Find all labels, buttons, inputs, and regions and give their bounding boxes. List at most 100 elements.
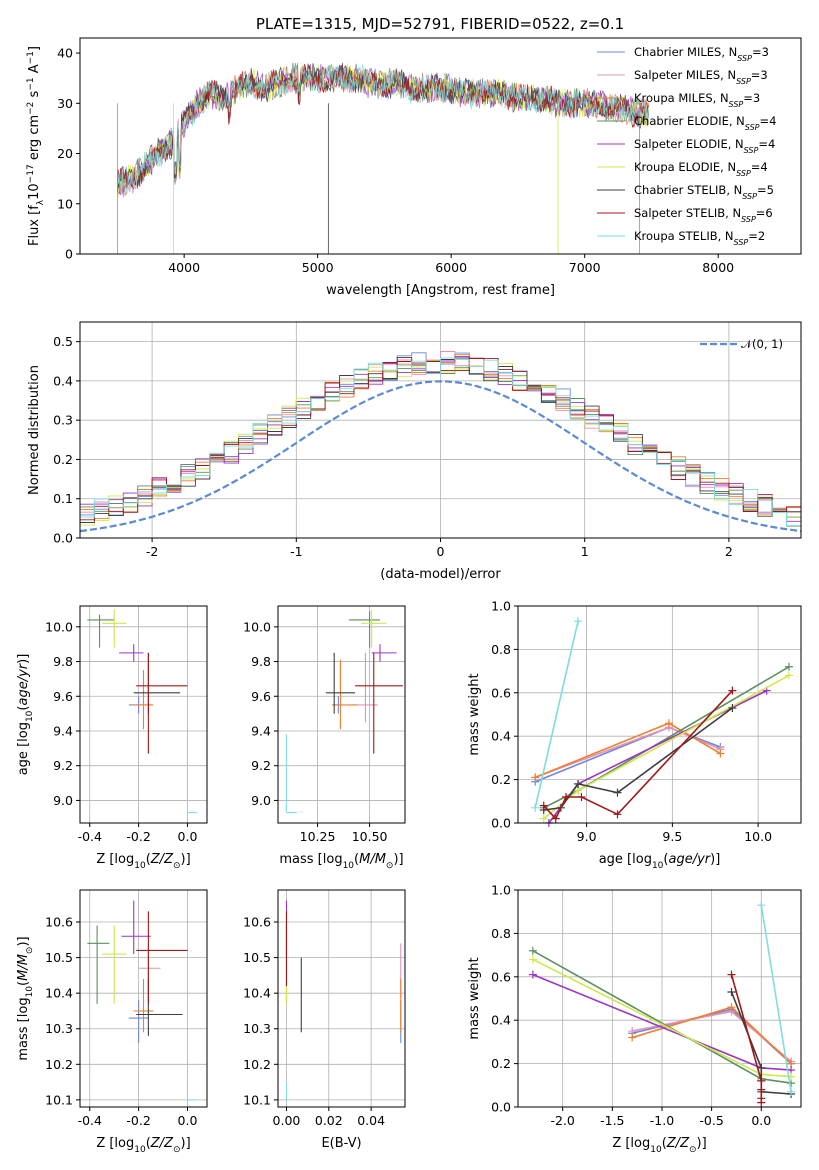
series-line xyxy=(543,690,733,821)
x-tick-label: 10.50 xyxy=(352,829,388,844)
y-tick-label: 9.2 xyxy=(251,758,271,773)
x-tick-label: 10.25 xyxy=(300,829,336,844)
label-part: )] xyxy=(181,1136,191,1151)
y-tick-label: 9.6 xyxy=(251,689,271,704)
y-tick-label: 10.3 xyxy=(45,1021,73,1036)
x-tick-label: -2 xyxy=(146,544,158,559)
series-marker xyxy=(562,792,571,801)
series-marker xyxy=(539,801,548,810)
y-tick-label: 10.5 xyxy=(243,950,271,965)
series-marker xyxy=(757,1063,766,1072)
legend-label: Kroupa MILES, NSSP=3 xyxy=(634,91,760,109)
legend-sub: SSP xyxy=(737,54,752,63)
series-marker xyxy=(613,788,622,797)
point-kroupa-miles xyxy=(332,659,358,730)
label-part: age [log xyxy=(599,852,652,867)
series-line xyxy=(730,974,763,1103)
series-marker xyxy=(727,987,736,996)
label-part: 10 xyxy=(27,183,42,200)
label-part: s xyxy=(27,90,42,101)
label-part: ( xyxy=(662,1136,667,1151)
x-tick-label: -0.5 xyxy=(699,1113,723,1128)
series-marker xyxy=(716,749,725,758)
legend-label: Salpeter ELODIE, NSSP=4 xyxy=(634,137,775,155)
y-tick-label: 0.8 xyxy=(491,642,511,657)
y-tick-label: 0.6 xyxy=(491,969,511,984)
x-tick-label: 4000 xyxy=(168,260,200,275)
legend-label: Kroupa ELODIE, NSSP=4 xyxy=(634,160,768,178)
series-marker xyxy=(757,901,766,910)
label-part: age/yr xyxy=(668,852,711,867)
x-tick-label: 8000 xyxy=(702,260,734,275)
y-tick-label: 0.6 xyxy=(491,685,511,700)
point-chabrier-elodie xyxy=(87,925,110,1004)
label-part: −2 xyxy=(26,102,36,115)
series-marker xyxy=(757,1076,766,1085)
series-marker xyxy=(787,1087,796,1096)
legend-name: Kroupa ELODIE, N xyxy=(634,160,736,174)
label-part: ( xyxy=(146,852,151,867)
legend-name: Salpeter STELIB, N xyxy=(634,206,741,220)
point-chabrier-elodie xyxy=(348,611,381,648)
histogram-salpeter-stelib xyxy=(80,358,801,521)
legend-label: 𝒩(0, 1) xyxy=(741,337,783,351)
point-salpeter-elodie xyxy=(371,644,397,662)
x-tick-label: 6000 xyxy=(435,260,467,275)
series-salpeter-elodie xyxy=(544,686,771,827)
y-tick-label: 0.0 xyxy=(53,531,73,546)
x-tick-label: 0.04 xyxy=(357,1113,385,1128)
subplot-panels: 4000 5000 6000 7000 8000010203040wavelength … xyxy=(16,37,802,1155)
legend-name: Salpeter MILES, N xyxy=(634,68,736,82)
y-tick-label: 0.0 xyxy=(491,1100,511,1115)
x-axis-label: E(B-V) xyxy=(321,1136,361,1151)
spectrum-line-salpeter-stelib xyxy=(117,63,649,190)
legend-count: =2 xyxy=(748,229,765,243)
x-tick-label: -0.4 xyxy=(78,829,102,844)
series-line xyxy=(534,726,721,783)
x-tick-label: 9.5 xyxy=(662,829,682,844)
label-part: mass [log xyxy=(16,997,31,1060)
legend-count: =4 xyxy=(760,114,777,128)
series-salpeter-stelib xyxy=(539,686,737,823)
series-salpeter-miles xyxy=(531,723,725,782)
legend-sub: SSP xyxy=(744,146,759,155)
series-marker xyxy=(728,703,737,712)
x-axis-label: mass [log10(M/M⊙)] xyxy=(279,852,403,871)
series-marker xyxy=(784,662,793,671)
y-tick-label: 10.5 xyxy=(45,950,73,965)
legend-label: Salpeter STELIB, NSSP=6 xyxy=(634,206,773,224)
label-part: ( xyxy=(354,852,359,867)
legend-count: =4 xyxy=(758,137,775,151)
x-tick-label: 7000 xyxy=(569,260,601,275)
label-part: 10 xyxy=(343,861,355,871)
y-tick-label: 0.5 xyxy=(53,334,73,349)
legend-sub: SSP xyxy=(741,215,756,224)
label-part: ( xyxy=(16,706,31,711)
panel-age-vs-mass: 10.25 10.50 9.0 9.2 9.4 9.6 9.8 10.0 mass [log10… xyxy=(243,605,406,871)
axes-frame xyxy=(79,889,208,1108)
x-tick-label: -0.2 xyxy=(126,829,150,844)
histogram-kroupa-stelib xyxy=(80,357,801,527)
label-part: 10 xyxy=(25,986,35,998)
point-chabrier-miles xyxy=(128,1000,149,1043)
y-tick-label: 9.4 xyxy=(251,723,271,738)
y-tick-label: 9.8 xyxy=(251,654,271,669)
legend-sub: SSP xyxy=(736,77,751,86)
legend-name: Chabrier ELODIE, N xyxy=(634,114,745,128)
x-tick-label: 2 xyxy=(725,544,733,559)
x-axis-label: wavelength [Angstrom, rest frame] xyxy=(326,283,555,298)
panel-mass-vs-EBV: 0.00 0.02 0.04 10.1 10.2 10.3 10.4 10.5 10.6 E(B-… xyxy=(243,889,406,1151)
point-salpeter-elodie xyxy=(119,644,144,662)
y-tick-label: 10.1 xyxy=(243,1092,271,1107)
label-part: −1 xyxy=(26,51,36,64)
series-kroupa-miles xyxy=(531,719,725,782)
y-tick-label: 0.4 xyxy=(491,1013,511,1028)
y-tick-label: 10.2 xyxy=(45,1057,73,1072)
series-marker xyxy=(727,970,736,979)
series-line xyxy=(760,905,792,1092)
y-tick-label: 0.4 xyxy=(53,373,73,388)
point-salpeter-stelib xyxy=(136,911,188,1004)
series-line xyxy=(534,722,721,779)
legend-count: =3 xyxy=(751,68,768,82)
axes-frame xyxy=(79,37,802,255)
